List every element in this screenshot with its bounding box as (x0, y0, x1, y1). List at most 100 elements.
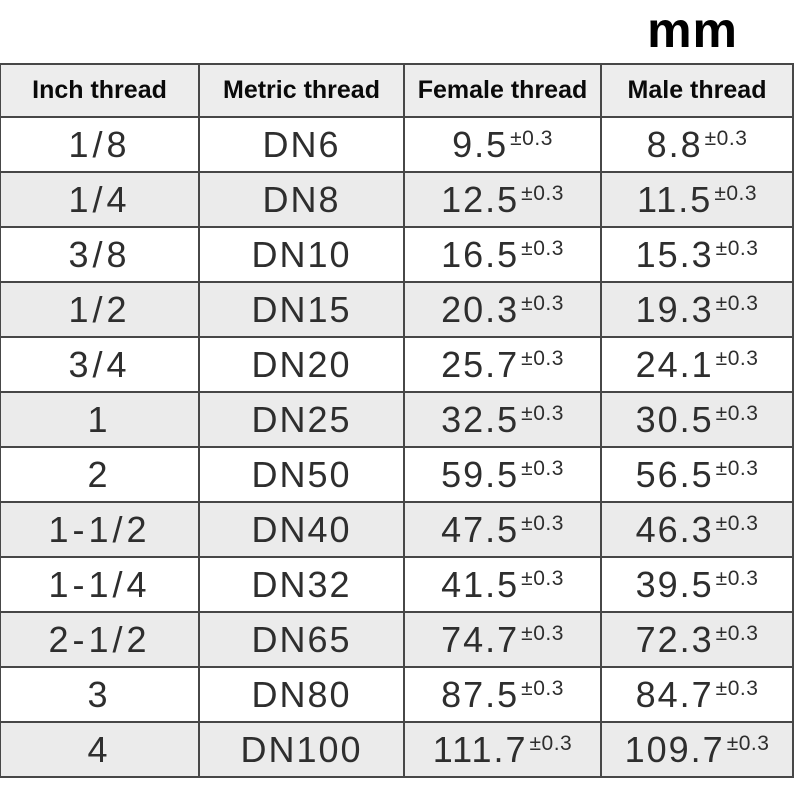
table-row: 1-1/4 DN32 41.5±0.3 39.5±0.3 (0, 556, 794, 613)
female-value: 41.5 (441, 563, 520, 605)
inch-thread-cell: 1/2 (0, 281, 200, 338)
table-header: Inch thread Metric thread Female thread … (0, 63, 794, 118)
inch-thread-cell: 2-1/2 (0, 611, 200, 668)
male-tolerance: ±0.3 (715, 621, 759, 645)
female-thread-cell: 25.7±0.3 (403, 336, 602, 393)
male-thread-cell: 39.5±0.3 (600, 556, 794, 613)
male-tolerance: ±0.3 (704, 126, 748, 150)
male-tolerance: ±0.3 (715, 511, 759, 535)
male-tolerance: ±0.3 (715, 291, 759, 315)
male-tolerance: ±0.3 (714, 181, 758, 205)
female-tolerance: ±0.3 (521, 291, 564, 315)
metric-thread-cell: DN15 (198, 281, 405, 338)
male-thread-cell: 30.5±0.3 (600, 391, 794, 448)
male-thread-cell: 8.8±0.3 (600, 116, 794, 173)
male-tolerance: ±0.3 (715, 401, 759, 425)
male-tolerance: ±0.3 (715, 236, 759, 260)
female-thread-cell: 20.3±0.3 (403, 281, 602, 338)
female-value: 87.5 (441, 673, 520, 715)
male-value: 46.3 (635, 508, 714, 550)
female-tolerance: ±0.3 (529, 731, 573, 755)
table-row: 1/2 DN15 20.3±0.3 19.3±0.3 (0, 281, 794, 338)
header-row: Inch thread Metric thread Female thread … (0, 63, 794, 118)
column-header-inch-thread: Inch thread (0, 63, 200, 118)
inch-thread-cell: 3/4 (0, 336, 200, 393)
inch-thread-cell: 2 (0, 446, 200, 503)
column-header-female-thread: Female thread (403, 63, 602, 118)
female-value: 9.5 (452, 123, 509, 165)
male-thread-cell: 24.1±0.3 (600, 336, 794, 393)
female-tolerance: ±0.3 (521, 236, 564, 260)
table-row: 1-1/2 DN40 47.5±0.3 46.3±0.3 (0, 501, 794, 558)
female-tolerance: ±0.3 (521, 346, 564, 370)
unit-label-mm: mm (647, 2, 738, 58)
male-value: 72.3 (635, 618, 714, 660)
table-row: 2 DN50 59.5±0.3 56.5±0.3 (0, 446, 794, 503)
table-row: 4 DN100 111.7±0.3 109.7±0.3 (0, 721, 794, 778)
thread-size-table: Inch thread Metric thread Female thread … (0, 63, 794, 778)
female-tolerance: ±0.3 (521, 181, 564, 205)
female-thread-cell: 111.7±0.3 (403, 721, 602, 778)
female-tolerance: ±0.3 (521, 401, 564, 425)
female-value: 111.7 (432, 728, 528, 770)
female-value: 25.7 (441, 343, 520, 385)
male-value: 11.5 (636, 178, 713, 220)
inch-thread-cell: 1-1/4 (0, 556, 200, 613)
male-thread-cell: 11.5±0.3 (600, 171, 794, 228)
female-value: 32.5 (441, 398, 520, 440)
table-row: 3/8 DN10 16.5±0.3 15.3±0.3 (0, 226, 794, 283)
male-thread-cell: 109.7±0.3 (600, 721, 794, 778)
female-value: 74.7 (441, 618, 520, 660)
inch-thread-cell: 1 (0, 391, 200, 448)
male-thread-cell: 46.3±0.3 (600, 501, 794, 558)
male-value: 84.7 (635, 673, 714, 715)
male-tolerance: ±0.3 (715, 456, 759, 480)
female-tolerance: ±0.3 (521, 621, 564, 645)
metric-thread-cell: DN32 (198, 556, 405, 613)
male-tolerance: ±0.3 (726, 731, 770, 755)
metric-thread-cell: DN50 (198, 446, 405, 503)
female-value: 59.5 (441, 453, 520, 495)
male-value: 56.5 (635, 453, 714, 495)
male-tolerance: ±0.3 (715, 346, 759, 370)
metric-thread-cell: DN20 (198, 336, 405, 393)
male-tolerance: ±0.3 (715, 676, 759, 700)
female-thread-cell: 32.5±0.3 (403, 391, 602, 448)
male-value: 24.1 (635, 343, 714, 385)
female-thread-cell: 12.5±0.3 (403, 171, 602, 228)
female-tolerance: ±0.3 (510, 126, 553, 150)
column-header-metric-thread: Metric thread (198, 63, 405, 118)
male-value: 30.5 (635, 398, 714, 440)
inch-thread-cell: 1/8 (0, 116, 200, 173)
female-value: 20.3 (441, 288, 520, 330)
female-thread-cell: 16.5±0.3 (403, 226, 602, 283)
metric-thread-cell: DN6 (198, 116, 405, 173)
female-thread-cell: 74.7±0.3 (403, 611, 602, 668)
female-thread-cell: 59.5±0.3 (403, 446, 602, 503)
female-thread-cell: 47.5±0.3 (403, 501, 602, 558)
male-tolerance: ±0.3 (715, 566, 759, 590)
metric-thread-cell: DN25 (198, 391, 405, 448)
male-value: 109.7 (624, 728, 725, 770)
column-header-male-thread: Male thread (600, 63, 794, 118)
female-thread-cell: 41.5±0.3 (403, 556, 602, 613)
female-tolerance: ±0.3 (521, 456, 564, 480)
female-tolerance: ±0.3 (521, 566, 564, 590)
metric-thread-cell: DN40 (198, 501, 405, 558)
male-thread-cell: 56.5±0.3 (600, 446, 794, 503)
male-value: 39.5 (635, 563, 714, 605)
female-tolerance: ±0.3 (521, 676, 564, 700)
male-value: 15.3 (635, 233, 714, 275)
inch-thread-cell: 3/8 (0, 226, 200, 283)
table-row: 1/4 DN8 12.5±0.3 11.5±0.3 (0, 171, 794, 228)
table-row: 1 DN25 32.5±0.3 30.5±0.3 (0, 391, 794, 448)
female-value: 16.5 (441, 233, 520, 275)
inch-thread-cell: 4 (0, 721, 200, 778)
table-row: 3 DN80 87.5±0.3 84.7±0.3 (0, 666, 794, 723)
male-thread-cell: 84.7±0.3 (600, 666, 794, 723)
female-value: 47.5 (441, 508, 520, 550)
female-value: 12.5 (441, 178, 520, 220)
male-thread-cell: 15.3±0.3 (600, 226, 794, 283)
male-thread-cell: 72.3±0.3 (600, 611, 794, 668)
table-row: 1/8 DN6 9.5±0.3 8.8±0.3 (0, 116, 794, 173)
